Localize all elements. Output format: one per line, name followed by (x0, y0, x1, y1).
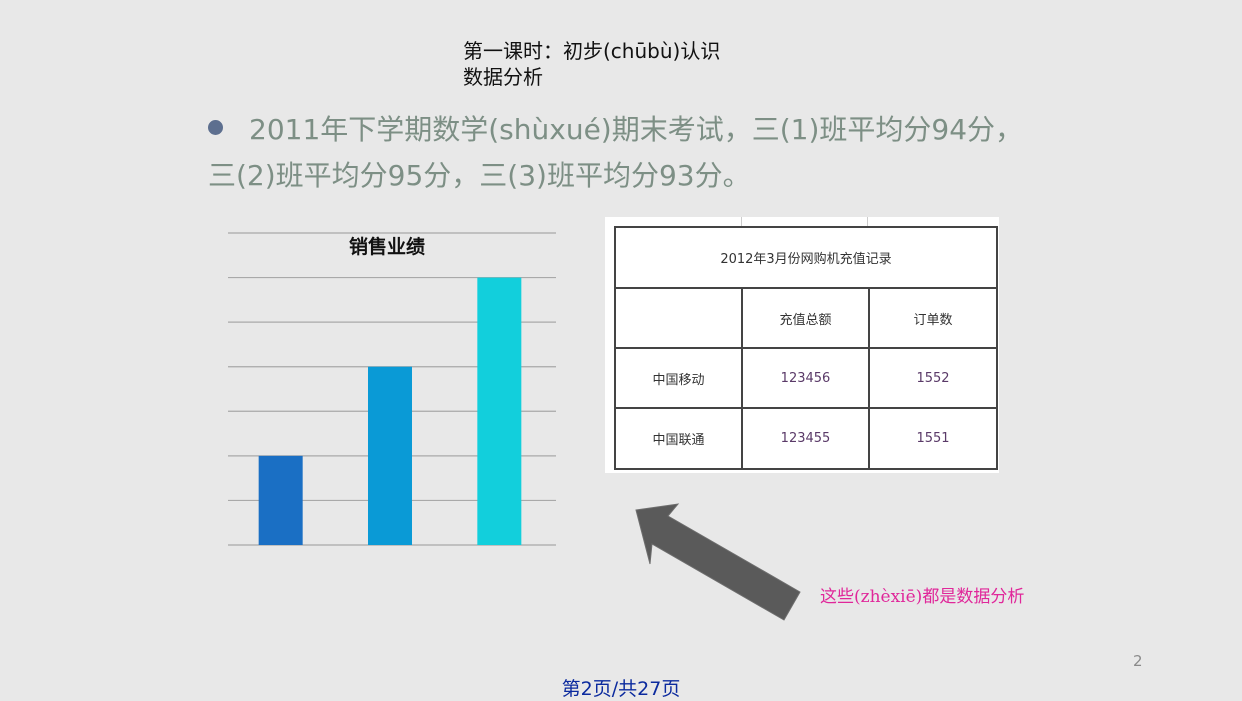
bar-1 (258, 455, 303, 545)
table-row: 中国移动 123456 1552 (614, 347, 999, 409)
bullet-paragraph: 2011年下学期数学(shùxué)期末考试，三(1)班平均分94分，三(2)班… (208, 107, 1038, 199)
slide-title: 第一课时：初步(chūbù)认识 数据分析 (463, 38, 803, 90)
bullet-dot-icon (208, 120, 223, 135)
arrow-icon (635, 503, 801, 621)
recharge-table: 2012年3月份网购机充值记录 充值总额 订单数 中国移动 123456 155… (613, 226, 999, 470)
table-cell-total: 123455 (741, 407, 870, 470)
page-number: 2 (1133, 652, 1143, 670)
table-cell-carrier: 中国联通 (614, 407, 743, 470)
bar-chart-svg (228, 232, 556, 546)
table-row: 中国联通 123455 1551 (614, 407, 999, 470)
table-cell-total: 123456 (741, 347, 870, 409)
bar-3 (477, 277, 522, 545)
table-header-empty (614, 287, 743, 349)
bar-2 (368, 366, 412, 545)
table-header-orders: 订单数 (867, 287, 999, 349)
table-cell-orders: 1552 (867, 347, 999, 409)
grid-line (741, 217, 742, 227)
footer-page-indicator: 第2页/共27页 (561, 678, 681, 700)
table-header-total: 充值总额 (741, 287, 870, 349)
grid-line (867, 217, 868, 227)
title-line-2: 数据分析 (463, 65, 543, 89)
caption-text: 这些(zhèxiē)都是数据分析 (820, 587, 1025, 607)
table-title: 2012年3月份网购机充值记录 (613, 226, 999, 289)
table-cell-carrier: 中国移动 (614, 347, 743, 409)
title-line-1: 第一课时：初步(chūbù)认识 (463, 39, 721, 63)
recharge-table-image: 2012年3月份网购机充值记录 充值总额 订单数 中国移动 123456 155… (605, 217, 999, 473)
table-cell-orders: 1551 (867, 407, 999, 470)
bullet-text: 2011年下学期数学(shùxué)期末考试，三(1)班平均分94分，三(2)班… (208, 113, 1024, 192)
chart-title: 销售业绩 (348, 236, 425, 258)
sales-chart: 销售业绩 (228, 228, 558, 558)
